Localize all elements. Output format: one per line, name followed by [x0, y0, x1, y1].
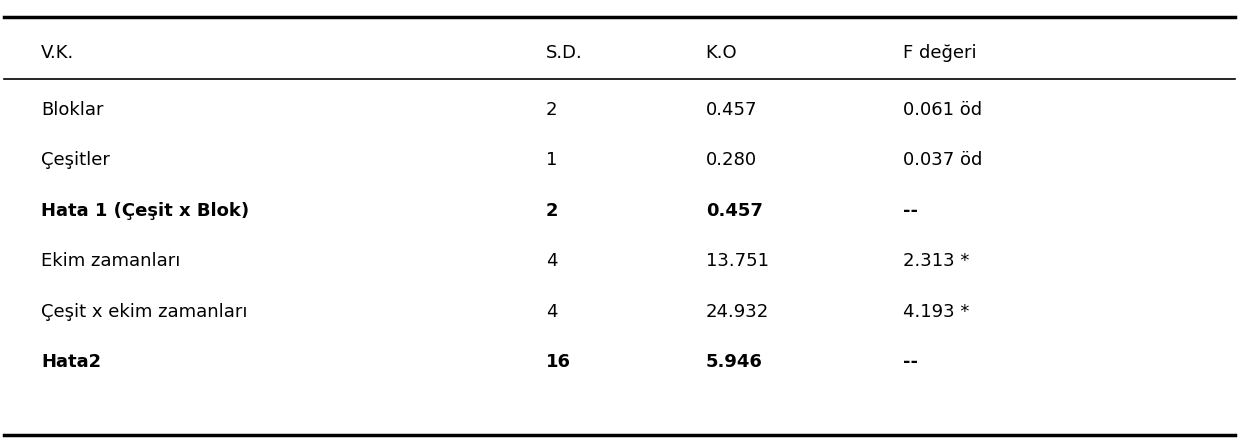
Text: Hata2: Hata2 — [41, 353, 102, 371]
Text: 0.457: 0.457 — [706, 202, 762, 220]
Text: K.O: K.O — [706, 43, 737, 61]
Text: 0.061 öd: 0.061 öd — [902, 101, 981, 119]
Text: 4: 4 — [545, 252, 558, 271]
Text: 4.193 *: 4.193 * — [902, 303, 969, 321]
Text: F değeri: F değeri — [902, 43, 976, 61]
Text: 13.751: 13.751 — [706, 252, 768, 271]
Text: Çeşitler: Çeşitler — [41, 151, 110, 169]
Text: 0.457: 0.457 — [706, 101, 757, 119]
Text: 0.280: 0.280 — [706, 151, 757, 169]
Text: V.K.: V.K. — [41, 43, 74, 61]
Text: 2: 2 — [545, 202, 558, 220]
Text: Çeşit x ekim zamanları: Çeşit x ekim zamanları — [41, 303, 248, 321]
Text: 4: 4 — [545, 303, 558, 321]
Text: --: -- — [902, 202, 918, 220]
Text: 24.932: 24.932 — [706, 303, 769, 321]
Text: Hata 1 (Çeşit x Blok): Hata 1 (Çeşit x Blok) — [41, 202, 249, 220]
Text: 2.313 *: 2.313 * — [902, 252, 969, 271]
Text: 16: 16 — [545, 353, 571, 371]
Text: Bloklar: Bloklar — [41, 101, 104, 119]
Text: 1: 1 — [545, 151, 558, 169]
Text: 2: 2 — [545, 101, 558, 119]
Text: --: -- — [902, 353, 918, 371]
Text: 5.946: 5.946 — [706, 353, 762, 371]
Text: S.D.: S.D. — [545, 43, 582, 61]
Text: 0.037 öd: 0.037 öd — [902, 151, 983, 169]
Text: Ekim zamanları: Ekim zamanları — [41, 252, 181, 271]
